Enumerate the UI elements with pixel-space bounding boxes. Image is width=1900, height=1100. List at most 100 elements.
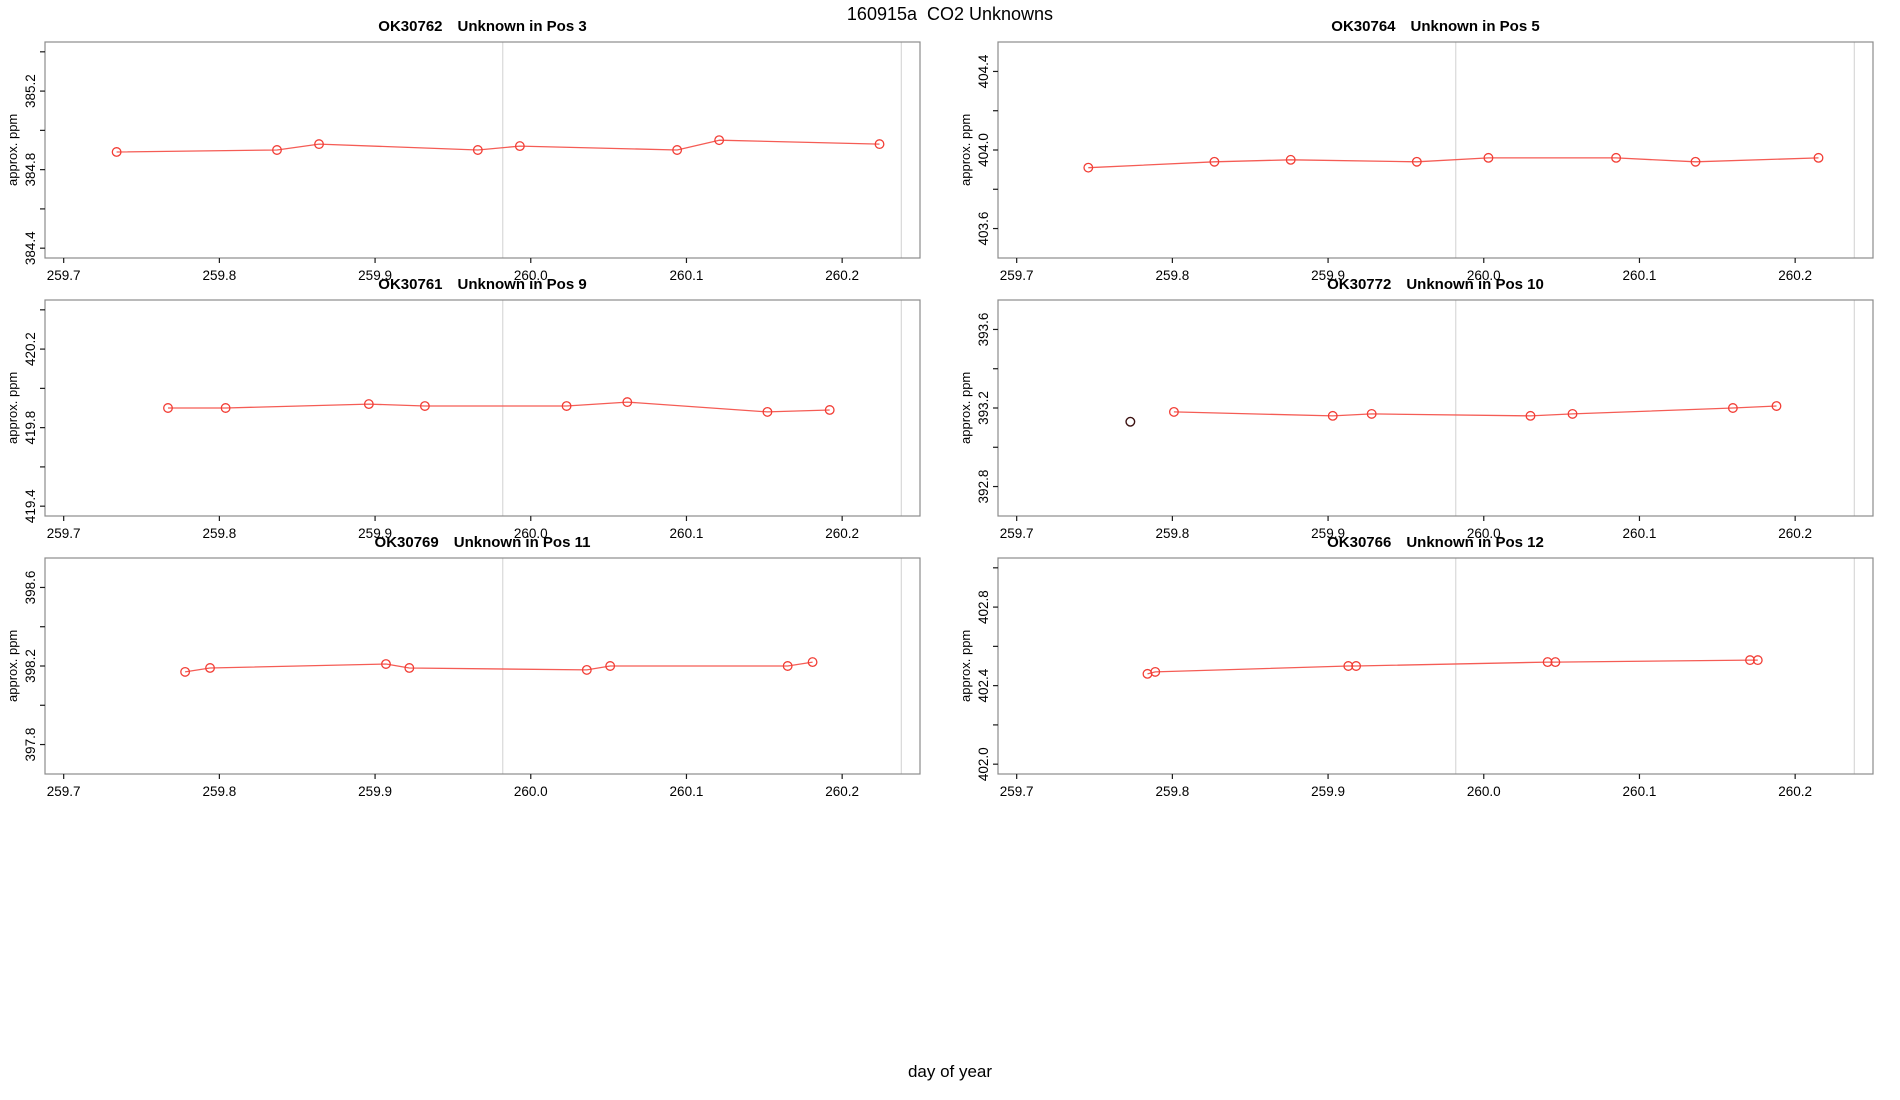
subplot-title: OK30766 Unknown in Pos 12 — [968, 534, 1900, 552]
subplot-pos-3: 259.7 259.8 259.9 260.0 260.1 260.2 385.2 384.8… — [0, 10, 950, 302]
plot-canvas: 259.7 259.8 259.9 260.0 260.1 260.2 398.6 398.2… — [23, 557, 921, 799]
subplot-title: OK30769 Unknown in Pos 11 — [15, 534, 950, 552]
subplot-pos-5: 259.7 259.8 259.9 260.0 260.1 260.2 404.4 404.0… — [953, 10, 1900, 302]
x-tick-label: 259.9 — [358, 526, 392, 541]
sample-desc: Unknown in Pos 9 — [457, 276, 587, 293]
data-point — [714, 135, 725, 146]
x-tick-label: 259.8 — [202, 268, 236, 283]
data-point — [782, 661, 793, 671]
x-tick-label: 260.2 — [1778, 526, 1812, 541]
x-tick-label: 260.1 — [670, 526, 704, 541]
sample-desc: Unknown in Pos 3 — [457, 18, 587, 35]
y-tick-label: 419.4 — [23, 489, 38, 523]
x-tick-label: 259.8 — [202, 526, 236, 541]
x-tick-label: 260.0 — [1467, 526, 1501, 541]
plot-canvas: 259.7 259.8 259.9 260.0 260.1 260.2 393.6 393.2… — [976, 299, 1874, 541]
y-tick-label: 384.4 — [23, 231, 38, 265]
x-tick-label: 259.8 — [1155, 784, 1189, 799]
data-point — [762, 406, 773, 417]
sample-code: OK30764 — [1331, 18, 1396, 35]
y-tick-label: 420.2 — [23, 332, 38, 366]
y-tick-label: 402.0 — [976, 747, 991, 781]
data-point — [472, 145, 483, 155]
data-point — [1411, 156, 1422, 167]
subplot-title: OK30761 Unknown in Pos 9 — [15, 276, 950, 294]
series-line — [116, 139, 880, 153]
series-line — [1147, 659, 1758, 675]
sample-desc: Unknown in Pos 10 — [1406, 276, 1544, 293]
data-point — [1285, 154, 1296, 165]
sample-desc: Unknown in Pos 12 — [1406, 534, 1544, 551]
plot-canvas: 259.7 259.8 259.9 260.0 260.1 260.2 385.2 384.8… — [23, 41, 921, 283]
data-point — [404, 663, 415, 673]
data-point — [1727, 403, 1738, 413]
x-tick-label: 260.1 — [1623, 526, 1657, 541]
subplot-pos-11: 259.7 259.8 259.9 260.0 260.1 260.2 398.6 398.2… — [0, 526, 950, 818]
plot-box — [44, 41, 921, 259]
y-tick-label: 404.4 — [976, 54, 991, 88]
sample-code: OK30762 — [378, 18, 443, 35]
data-point — [1209, 156, 1220, 167]
y-axis-label: approx. ppm — [5, 629, 20, 703]
y-tick-label: 397.8 — [23, 728, 38, 762]
y-tick-label: 393.2 — [976, 391, 991, 425]
y-axis-label: approx. ppm — [958, 371, 973, 445]
plot-box — [44, 299, 921, 517]
data-point — [1083, 162, 1094, 173]
y-tick-label: 384.8 — [23, 153, 38, 187]
x-tick-label: 260.0 — [514, 268, 548, 283]
x-tick-label: 260.1 — [670, 784, 704, 799]
x-tick-label: 260.0 — [1467, 268, 1501, 283]
x-tick-label: 260.1 — [1623, 268, 1657, 283]
x-tick-label: 260.2 — [1778, 268, 1812, 283]
x-tick-label: 259.9 — [1311, 784, 1345, 799]
x-tick-label: 259.9 — [358, 268, 392, 283]
x-tick-label: 259.8 — [1155, 268, 1189, 283]
y-axis-label: approx. ppm — [5, 371, 20, 445]
data-point — [272, 145, 282, 155]
x-tick-label: 260.1 — [670, 268, 704, 283]
data-point — [1366, 408, 1377, 419]
data-point — [1813, 152, 1824, 163]
subplot-title: OK30764 Unknown in Pos 5 — [968, 18, 1900, 36]
data-point — [1771, 401, 1782, 411]
data-point — [363, 399, 374, 410]
x-tick-label: 259.7 — [1000, 784, 1034, 799]
series-line — [1088, 157, 1819, 169]
data-point — [1567, 408, 1578, 419]
sample-desc: Unknown in Pos 11 — [453, 534, 591, 551]
y-tick-label: 402.8 — [976, 590, 991, 624]
data-point — [1525, 410, 1536, 421]
data-point — [672, 145, 683, 155]
x-tick-label: 259.8 — [202, 784, 236, 799]
y-tick-label: 419.8 — [23, 411, 38, 445]
data-point — [220, 403, 231, 413]
data-point — [1690, 156, 1701, 167]
x-tick-label: 260.2 — [1778, 784, 1812, 799]
x-tick-label: 259.9 — [1311, 526, 1345, 541]
x-tick-label: 260.2 — [825, 268, 859, 283]
x-tick-label: 259.7 — [1000, 526, 1034, 541]
y-tick-label: 393.6 — [976, 313, 991, 347]
data-point — [1327, 410, 1338, 421]
data-point — [180, 666, 191, 677]
x-tick-label: 259.7 — [47, 526, 81, 541]
data-point — [205, 663, 215, 673]
data-point — [1752, 655, 1763, 666]
y-tick-label: 398.6 — [23, 571, 38, 605]
page-title: 160915a CO2 Unknowns — [846, 4, 1054, 24]
data-point — [605, 661, 616, 671]
x-tick-label: 260.2 — [825, 526, 859, 541]
data-point — [1550, 657, 1561, 668]
data-point — [622, 397, 633, 408]
data-point — [824, 405, 835, 415]
series-line — [168, 401, 830, 413]
x-tick-label: 259.7 — [1000, 268, 1034, 283]
sample-code: OK30769 — [374, 534, 439, 551]
data-point — [419, 401, 430, 411]
data-point — [561, 401, 572, 411]
x-tick-label: 259.8 — [1155, 526, 1189, 541]
x-tick-label: 259.9 — [1311, 268, 1345, 283]
y-axis-label: approx. ppm — [958, 629, 973, 703]
